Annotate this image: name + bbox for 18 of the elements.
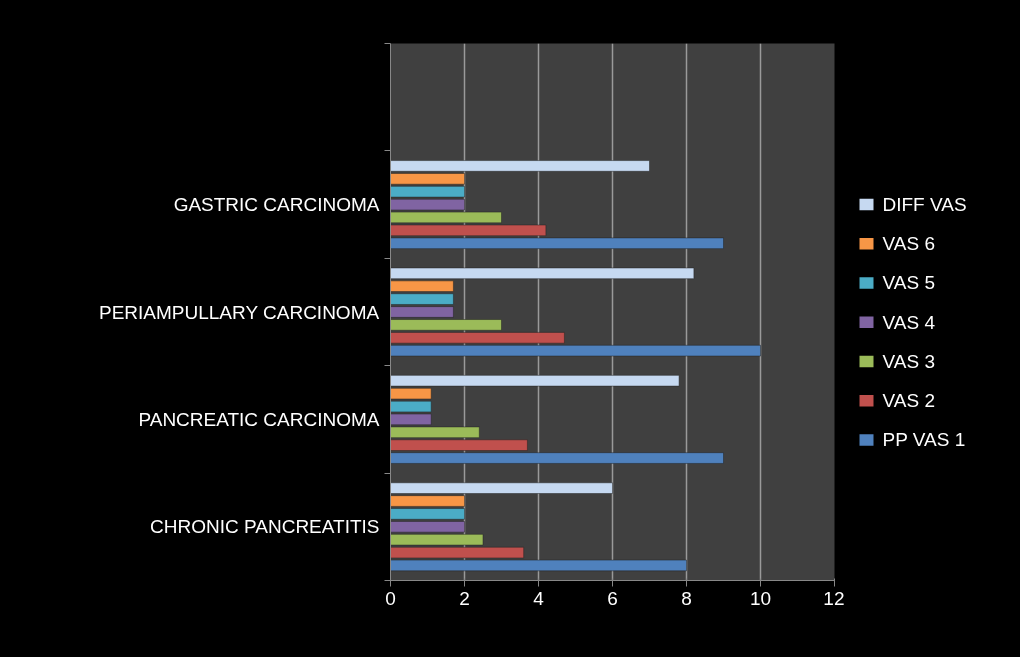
y-tick-label: PERIAMPULLARY CARCINOMA — [99, 301, 380, 323]
y-tick-label: CHRONIC PANCREATITIS — [150, 516, 380, 538]
x-tick-label: 4 — [533, 587, 545, 609]
y-tick-label: PANCREATIC CARCINOMA — [138, 408, 380, 430]
legend-label: PP VAS 1 — [882, 429, 966, 451]
x-tick-label: 8 — [681, 587, 692, 609]
legend-label: VAS 5 — [882, 272, 935, 294]
x-tick-label: 12 — [823, 587, 845, 609]
x-tick-label: 6 — [607, 587, 618, 609]
legend-label: VAS 3 — [882, 350, 935, 372]
legend-label: VAS 4 — [882, 311, 936, 333]
x-tick-label: 0 — [385, 587, 396, 609]
x-tick-label: 10 — [749, 587, 772, 609]
legend-label: VAS 6 — [882, 233, 935, 255]
y-tick-label: GASTRIC CARCINOMA — [173, 194, 380, 216]
legend-label: DIFF VAS — [882, 194, 967, 216]
legend-label: VAS 2 — [882, 390, 935, 412]
x-tick-label: 2 — [459, 587, 470, 609]
